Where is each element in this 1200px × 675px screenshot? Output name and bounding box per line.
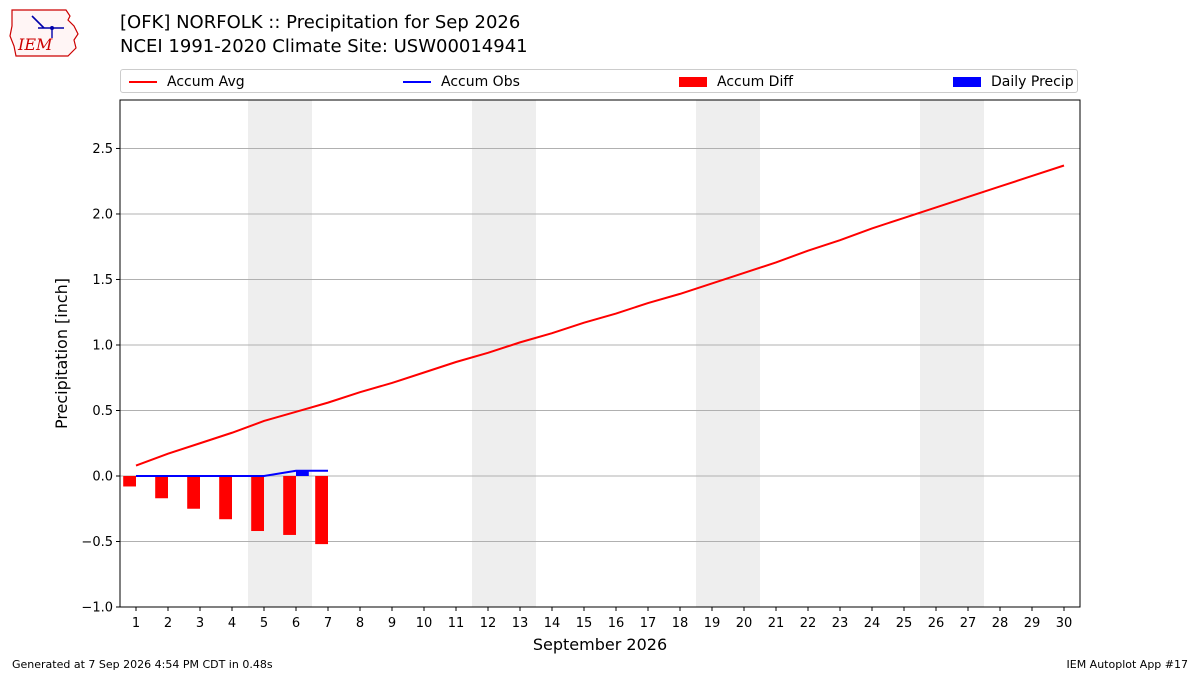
accum-diff-bar: [187, 475, 200, 509]
x-tick-label: 13: [512, 616, 529, 631]
x-tick-label: 14: [544, 616, 561, 631]
weather-vane-icon: [31, 15, 45, 29]
x-tick-label: 5: [260, 616, 268, 631]
app-credit: IEM Autoplot App #17: [1066, 658, 1189, 671]
weekend-shade: [920, 100, 984, 607]
x-tick-label: 3: [196, 616, 204, 631]
iowa-map-outline-icon: [9, 9, 79, 57]
y-tick-label: 0.5: [92, 404, 113, 419]
legend-item-accum-avg: Accum Avg: [129, 73, 245, 91]
accum-diff-bar: [219, 475, 232, 520]
x-tick-label: 8: [356, 616, 364, 631]
chart-legend: Accum Avg Accum Obs Accum Diff Daily Pre…: [120, 69, 1078, 93]
accum-avg-line: [135, 164, 1065, 467]
x-tick-label: 21: [768, 616, 785, 631]
x-tick-label: 24: [864, 616, 881, 631]
x-tick-label: 9: [388, 616, 396, 631]
x-tick-label: 1: [132, 616, 140, 631]
x-tick-label: 20: [736, 616, 753, 631]
x-axis-label: September 2026: [533, 635, 667, 654]
accum-diff-bar: [123, 475, 136, 487]
x-tick-label: 22: [800, 616, 817, 631]
y-tick-label: 1.5: [92, 273, 113, 288]
legend-swatch-accum-avg: [129, 81, 157, 83]
legend-label: Accum Obs: [441, 74, 520, 90]
y-tick-label: 2.5: [92, 142, 113, 157]
weekend-shade: [472, 100, 536, 607]
generated-timestamp: Generated at 7 Sep 2026 4:54 PM CDT in 0…: [12, 658, 273, 671]
legend-item-accum-diff: Accum Diff: [679, 73, 793, 91]
chart-title: [OFK] NORFOLK :: Precipitation for Sep 2…: [120, 12, 521, 33]
legend-swatch-accum-obs: [403, 81, 431, 83]
y-axis-label: Precipitation [inch]: [52, 278, 71, 429]
x-tick-label: 23: [832, 616, 849, 631]
x-tick-label: 17: [640, 616, 657, 631]
x-tick-label: 27: [960, 616, 977, 631]
x-tick-label: 10: [416, 616, 433, 631]
x-tick-label: 4: [228, 616, 236, 631]
chart-subtitle: NCEI 1991-2020 Climate Site: USW00014941: [120, 36, 528, 57]
accum-diff-bar: [315, 475, 328, 545]
x-tick-label: 30: [1056, 616, 1073, 631]
x-tick-label: 26: [928, 616, 945, 631]
x-tick-label: 28: [992, 616, 1009, 631]
plot-frame: [119, 99, 1081, 608]
accum-diff-bar: [251, 475, 264, 532]
x-tick-label: 15: [576, 616, 593, 631]
iem-logo-text: IEM: [17, 35, 53, 54]
legend-label: Daily Precip: [991, 74, 1074, 90]
x-tick-label: 12: [480, 616, 497, 631]
accum-diff-bar: [283, 475, 296, 535]
legend-item-accum-obs: Accum Obs: [403, 73, 520, 91]
daily-precip-bar: [296, 470, 309, 476]
weekend-shade: [696, 100, 760, 607]
legend-item-daily-precip: Daily Precip: [953, 73, 1074, 91]
x-tick-label: 7: [324, 616, 332, 631]
y-tick-label: 1.0: [92, 338, 113, 353]
legend-swatch-accum-diff: [679, 77, 707, 87]
x-tick-label: 29: [1024, 616, 1041, 631]
x-tick-label: 6: [292, 616, 300, 631]
x-tick-label: 19: [704, 616, 721, 631]
x-tick-label: 25: [896, 616, 913, 631]
legend-swatch-daily-precip: [953, 77, 981, 87]
legend-label: Accum Diff: [717, 74, 794, 90]
iem-logo: IEM: [9, 9, 79, 57]
accum-diff-bar: [155, 475, 168, 499]
legend-label: Accum Avg: [167, 74, 245, 90]
accum-obs-line: [136, 469, 328, 477]
y-tick-label: −0.5: [81, 535, 113, 550]
x-tick-label: 11: [448, 616, 465, 631]
x-tick-label: 18: [672, 616, 689, 631]
x-tick-label: 2: [164, 616, 172, 631]
y-tick-label: 0.0: [92, 469, 113, 484]
y-tick-label: 2.0: [92, 207, 113, 222]
y-tick-label: −1.0: [81, 601, 113, 616]
x-tick-label: 16: [608, 616, 625, 631]
